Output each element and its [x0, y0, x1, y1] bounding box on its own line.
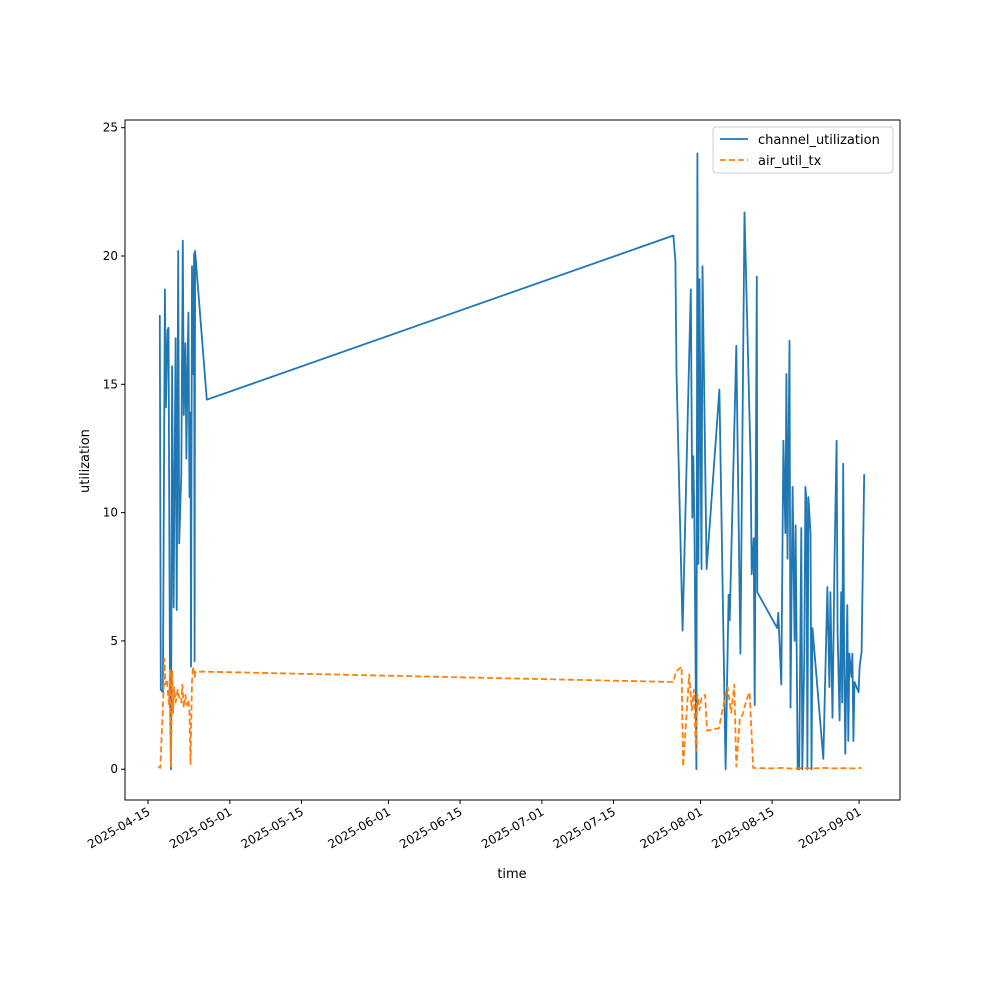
y-tick-label: 20: [103, 249, 118, 263]
plot-area: [157, 152, 866, 771]
legend-label-air-util-tx: air_util_tx: [758, 154, 822, 169]
y-tick-label: 0: [110, 762, 118, 776]
series-line-air-util-tx: [157, 658, 862, 770]
series-line-channel-utilization: [158, 152, 866, 771]
y-tick-label: 10: [103, 506, 118, 520]
y-axis-label: utilization: [78, 429, 93, 493]
legend: channel_utilization air_util_tx: [712, 126, 894, 174]
legend-box: [712, 126, 894, 174]
axes-frame: [124, 119, 901, 801]
y-tick-label: 25: [103, 121, 118, 135]
x-axis-label: time: [497, 867, 526, 882]
y-tick-label: 15: [103, 377, 118, 391]
y-tick-label: 5: [110, 634, 118, 648]
legend-label-channel-utilization: channel_utilization: [758, 133, 880, 148]
y-axis: 0 5 10 15 20 25: [103, 121, 125, 776]
